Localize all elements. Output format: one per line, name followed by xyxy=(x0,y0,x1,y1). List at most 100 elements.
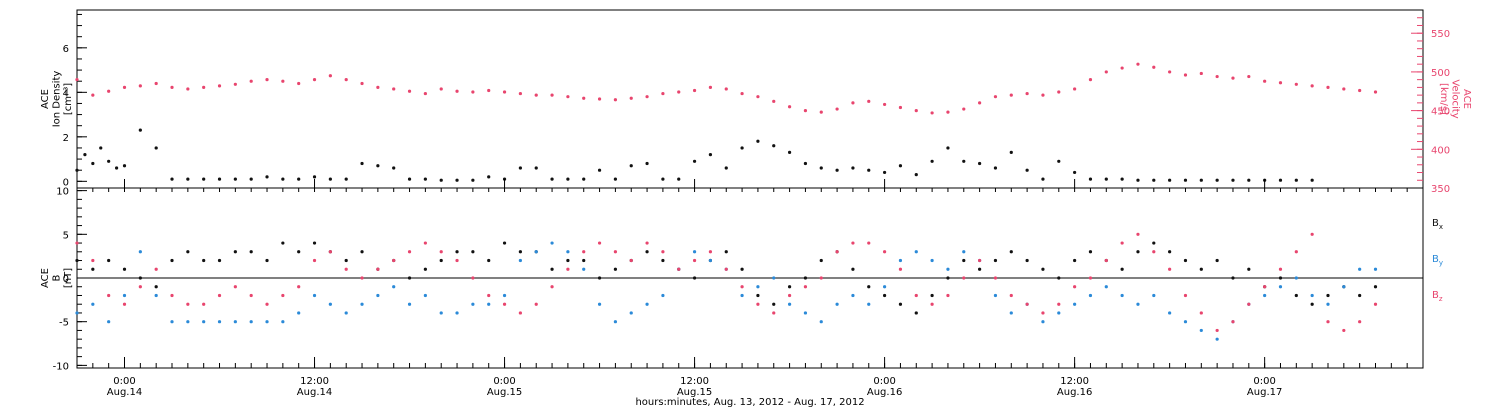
bx-point xyxy=(550,267,554,271)
velocity-point xyxy=(819,110,823,114)
b-tick-label: 0 xyxy=(63,274,69,285)
by-point xyxy=(1136,302,1140,306)
by-point xyxy=(1263,293,1267,298)
by-point xyxy=(613,320,618,324)
b-tick-label: -5 xyxy=(59,318,69,329)
bx-point xyxy=(962,258,966,263)
by-point xyxy=(1342,285,1346,289)
by-point xyxy=(962,250,966,254)
velocity-point xyxy=(138,84,142,88)
velocity-point xyxy=(249,79,253,83)
bz-point xyxy=(297,285,301,289)
density-point xyxy=(455,178,459,182)
velocity-point xyxy=(566,95,570,99)
by-point xyxy=(281,320,285,324)
bx-point xyxy=(91,267,95,271)
by-point xyxy=(946,267,950,271)
bz-point xyxy=(518,311,522,315)
density-velocity-panel: 0 2 4 6 350 400 450 500 550 ACEIon Density[cm⁻³] A… xyxy=(40,9,1472,195)
bz-point xyxy=(645,241,649,245)
density-point xyxy=(265,175,269,179)
bx-point xyxy=(407,276,412,280)
density-point xyxy=(439,178,443,182)
velocity-point xyxy=(392,87,396,91)
bx-point xyxy=(582,258,586,263)
velocity-point xyxy=(708,85,713,89)
bx-point xyxy=(138,276,142,280)
by-point xyxy=(217,320,222,324)
velocity-point xyxy=(772,99,776,103)
density-point xyxy=(930,159,934,163)
velocity-point xyxy=(787,105,792,109)
bz-point xyxy=(281,293,285,298)
bz-point xyxy=(439,250,443,254)
velocity-point xyxy=(91,93,95,97)
by-point xyxy=(1168,311,1172,315)
bz-point xyxy=(233,285,237,289)
bx-point xyxy=(946,276,950,280)
bz-point xyxy=(1104,258,1108,263)
by-point xyxy=(1057,311,1061,315)
by-point xyxy=(502,293,507,298)
bz-point xyxy=(217,293,222,298)
bx-point xyxy=(1199,267,1203,271)
bz-point xyxy=(1057,302,1061,306)
density-point xyxy=(740,146,744,150)
bx-point xyxy=(914,311,918,315)
velocity-point xyxy=(1310,84,1314,88)
bz-point xyxy=(724,267,728,271)
velocity-point xyxy=(328,74,332,78)
bz-point xyxy=(1215,328,1219,333)
bz-point xyxy=(407,250,412,254)
velocity-point xyxy=(1263,79,1267,83)
bx-point xyxy=(787,285,792,289)
bz-point xyxy=(1342,328,1346,333)
bx-point xyxy=(724,250,728,254)
velocity-point xyxy=(1088,78,1093,82)
by-point xyxy=(534,250,538,254)
density-point xyxy=(1088,177,1093,181)
density-point xyxy=(471,178,475,182)
velocity-point xyxy=(1358,88,1362,93)
bz-point xyxy=(1073,285,1077,289)
bz-point xyxy=(107,293,111,298)
velocity-point xyxy=(534,93,538,97)
bx-point xyxy=(1373,285,1378,289)
by-point xyxy=(993,293,998,298)
density-point xyxy=(281,177,285,181)
x-tick-time: 12:00 xyxy=(1060,376,1089,387)
x-tick-date: Aug.16 xyxy=(1057,387,1092,398)
bx-point xyxy=(471,250,475,254)
by-point xyxy=(1278,285,1283,289)
by-point xyxy=(692,250,697,254)
density-point xyxy=(819,166,823,170)
density-point xyxy=(1278,178,1283,182)
density-point xyxy=(75,168,79,172)
bz-point xyxy=(186,302,190,306)
velocity-point xyxy=(1041,93,1045,97)
bz-point xyxy=(930,302,934,306)
right-tick-label: 450 xyxy=(1431,107,1450,118)
density-point xyxy=(249,177,253,181)
bz-point xyxy=(138,285,142,289)
velocity-point xyxy=(233,82,237,86)
density-point xyxy=(883,170,887,175)
velocity-point xyxy=(629,96,633,100)
by-point xyxy=(202,320,206,324)
bz-point xyxy=(692,258,697,263)
bz-point xyxy=(487,293,491,298)
by-point xyxy=(597,302,602,306)
field-axis-label: ACEB[nT] xyxy=(40,268,74,288)
velocity-point xyxy=(344,78,348,82)
density-point xyxy=(1009,150,1013,154)
time-axis: 0:00Aug.1412:00Aug.140:00Aug.1512:00Aug.… xyxy=(76,179,1424,398)
bx-point xyxy=(1088,250,1093,254)
velocity-point xyxy=(297,81,301,86)
right-tick-label: 350 xyxy=(1431,184,1450,195)
velocity-axis-label: ACEVelocity[km/s] xyxy=(1438,79,1472,118)
bx-point xyxy=(1278,276,1283,280)
by-point xyxy=(487,302,491,306)
bz-point xyxy=(202,302,206,306)
density-point xyxy=(756,139,760,143)
density-point xyxy=(1041,177,1045,181)
